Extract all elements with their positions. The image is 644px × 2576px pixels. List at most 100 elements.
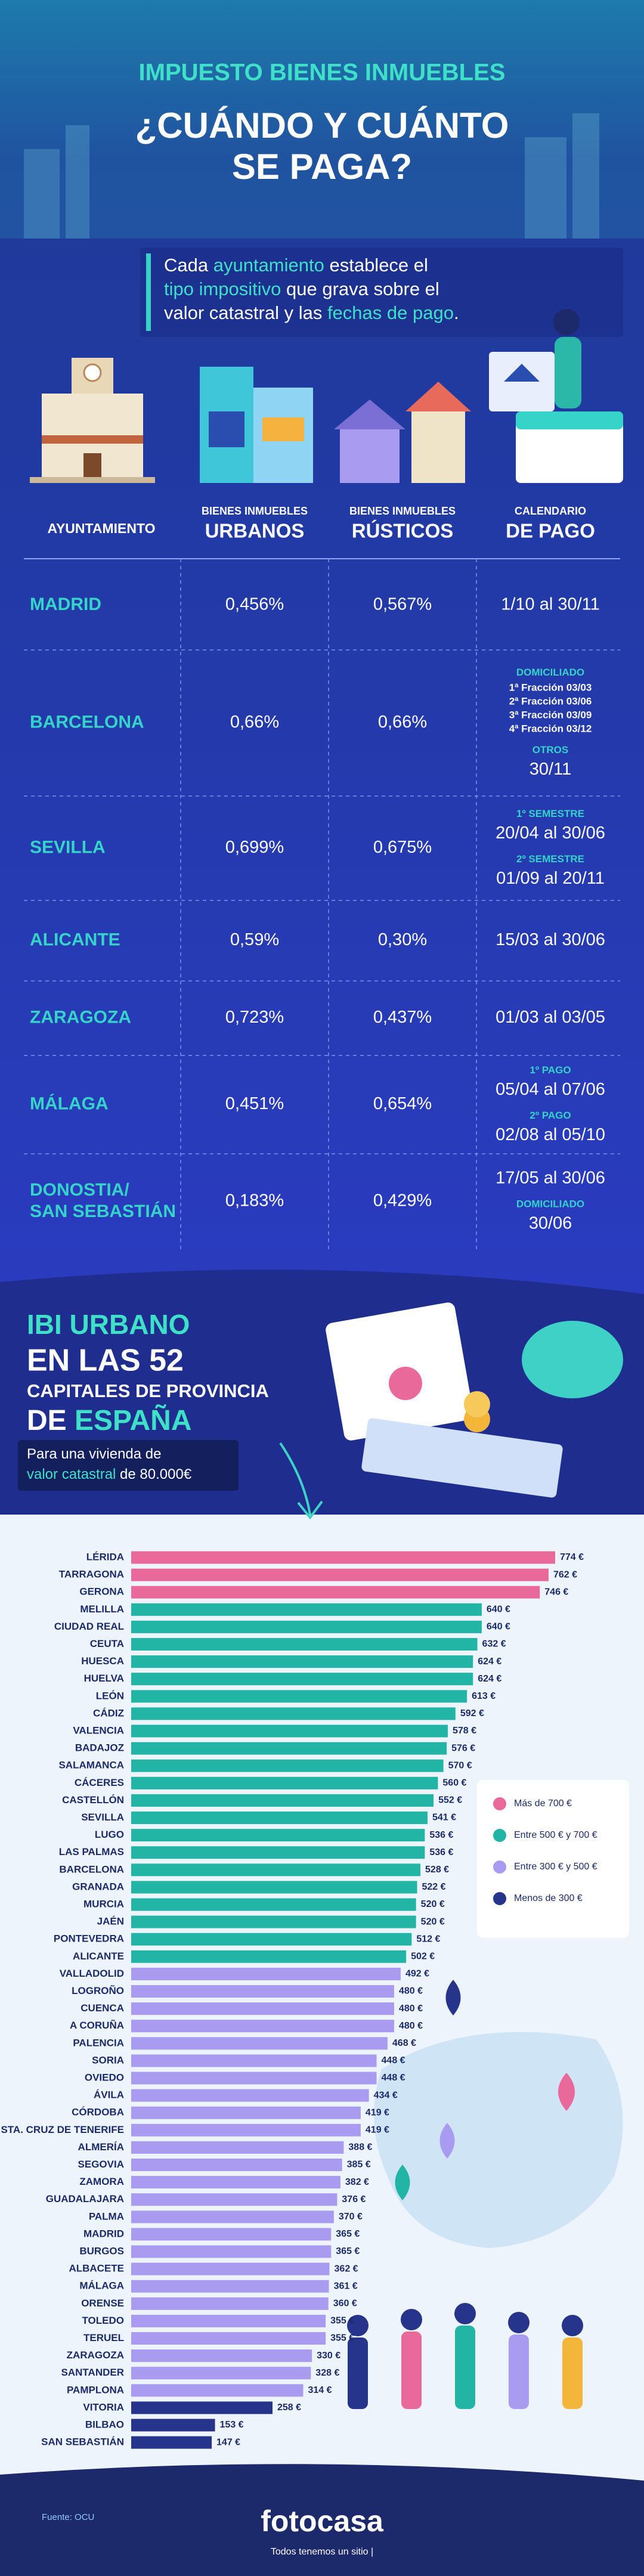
bar [131, 1603, 482, 1616]
bar [131, 1638, 478, 1651]
value-label: 365 € [336, 2246, 360, 2256]
door [83, 453, 101, 477]
bar [131, 1881, 417, 1894]
category-label: CIUDAD REAL [54, 1621, 124, 1632]
sign [42, 435, 143, 444]
calendar-text: 2ª Fracción 03/06 [509, 695, 592, 707]
value-label: 774 € [560, 1552, 584, 1562]
value-label: 258 € [277, 2402, 301, 2413]
rustic-rate: 0,567% [373, 595, 432, 614]
bar [131, 2436, 212, 2449]
urban-rate: 0,183% [225, 1191, 284, 1210]
category-label: HUELVA [84, 1673, 124, 1684]
town-hall-illustration [30, 358, 155, 483]
bar [131, 2002, 394, 2015]
section-title: DE ESPAÑA [27, 1404, 192, 1436]
category-label: PALMA [89, 2210, 124, 2222]
category-label: MÁLAGA [79, 2280, 124, 2292]
bar [131, 1776, 438, 1789]
bar [131, 1655, 473, 1668]
category-label: JAÉN [97, 1916, 124, 1927]
value-label: 640 € [487, 1605, 510, 1615]
pin [558, 2073, 575, 2111]
legend-label: Menos de 300 € [514, 1893, 583, 1903]
calendar-text: 2º PAGO [530, 1110, 571, 1121]
category-label: GERONA [79, 1586, 124, 1597]
value-label: 528 € [425, 1865, 449, 1875]
category-label: LOGROÑO [72, 1984, 124, 1996]
calendar-text: DOMICILIADO [516, 667, 584, 678]
calendar-text: 01/03 al 03/05 [496, 1008, 605, 1027]
question: SE PAGA? [232, 147, 412, 187]
calendar-text: 1º SEMESTRE [516, 808, 584, 819]
text-segment: ESPAÑA [75, 1404, 191, 1436]
value-label: 576 € [451, 1743, 475, 1753]
value-label: 640 € [487, 1622, 510, 1632]
value-label: 492 € [405, 1969, 429, 1979]
category-label: SORIA [92, 2054, 124, 2066]
bar [131, 2367, 311, 2380]
bar [131, 2054, 377, 2067]
value-label: 624 € [478, 1674, 501, 1684]
text-segment: que grava sobre el [281, 278, 439, 299]
coin [464, 1391, 490, 1417]
bar [131, 2262, 330, 2275]
rustic-rate: 0,429% [373, 1191, 432, 1210]
head [562, 2315, 583, 2336]
value-label: 314 € [308, 2385, 332, 2395]
category-label: TERUEL [83, 2332, 124, 2343]
bar [131, 2020, 394, 2033]
category-label: SANTANDER [61, 2367, 124, 2378]
tower [572, 113, 599, 239]
bar [131, 1794, 434, 1807]
roof [405, 382, 471, 411]
legend-swatch [493, 1829, 506, 1842]
calendar-text: 1/10 al 30/11 [501, 595, 600, 614]
house [411, 411, 465, 483]
bar [131, 2245, 332, 2258]
category-label: VITORIA [83, 2401, 124, 2413]
category-label: ZARAGOZA [67, 2349, 124, 2361]
piggy-bank [522, 1321, 623, 1398]
bar [131, 2384, 304, 2397]
bar [131, 1967, 401, 1980]
legend-label: Entre 300 € y 500 € [514, 1862, 597, 1872]
bar [131, 2037, 388, 2050]
legend-box [477, 1780, 629, 1938]
map-illustration [347, 1980, 623, 2409]
text-segment: de 80.000€ [116, 1466, 191, 1482]
value-label: 448 € [382, 2073, 405, 2083]
value-label: 330 € [317, 2351, 340, 2361]
bar [131, 2159, 342, 2171]
value-label: 522 € [422, 1882, 446, 1892]
legend-label: Entre 500 € y 700 € [514, 1830, 597, 1840]
category-label: ZAMORA [79, 2176, 124, 2187]
value-label: 376 € [342, 2194, 366, 2205]
bar [131, 2141, 344, 2154]
tower [24, 149, 60, 239]
head [401, 2309, 422, 2330]
arrow [279, 1442, 323, 1520]
value-label: 536 € [429, 1830, 453, 1840]
category-label: MELILLA [80, 1603, 124, 1615]
calendar-text: 05/04 al 07/06 [496, 1080, 605, 1099]
bar [131, 2314, 326, 2327]
calendar-text: 2º SEMESTRE [516, 853, 584, 865]
category-label: LAS PALMAS [59, 1846, 124, 1857]
bar [131, 1707, 456, 1720]
category-label: BADAJOZ [75, 1742, 124, 1754]
text-segment: Para una vivienda de [27, 1446, 162, 1462]
bar [131, 1568, 549, 1581]
pin [439, 2123, 455, 2159]
value-label: 434 € [374, 2090, 398, 2100]
bar [131, 2401, 273, 2414]
city-name: SAN SEBASTIÁN [30, 1201, 176, 1221]
category-label: GUADALAJARA [46, 2193, 124, 2205]
category-label: VALLADOLID [60, 1968, 124, 1979]
value-label: 480 € [399, 2021, 423, 2031]
bar [131, 1551, 555, 1564]
urban-buildings-illustration [200, 367, 313, 483]
value-label: 746 € [544, 1587, 568, 1597]
category-label: PAMPLONA [67, 2384, 124, 2395]
value-label: 520 € [421, 1916, 445, 1927]
